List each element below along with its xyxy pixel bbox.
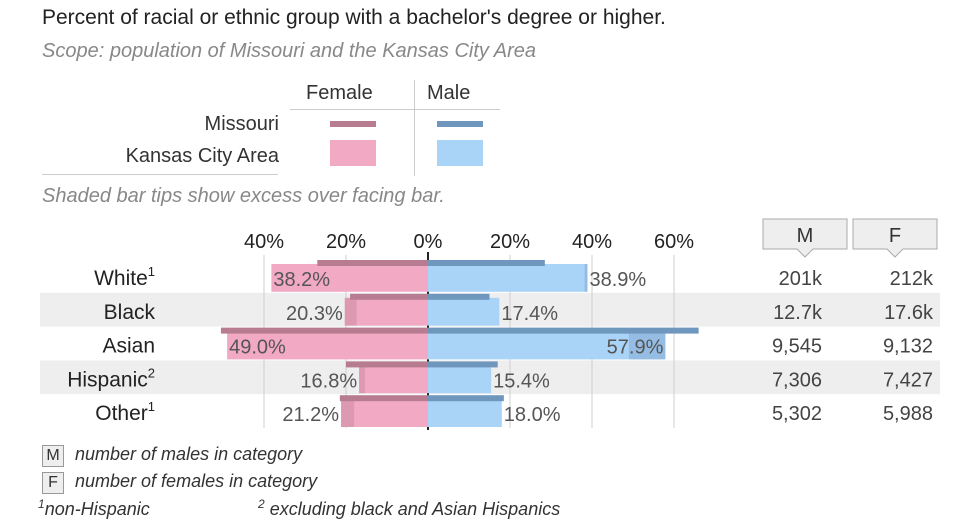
legend-swatch-female-kc: [330, 140, 376, 166]
category-label: White1: [94, 264, 155, 290]
bar-male-missouri: [428, 260, 545, 266]
bar-male-missouri: [428, 395, 504, 402]
count-male: 12.7k: [773, 302, 823, 324]
footnote-m-text: number of males in category: [75, 444, 303, 464]
bar-male-missouri: [428, 293, 490, 300]
legend-divider-left: [42, 174, 278, 175]
legend-swatch-female-missouri: [330, 121, 376, 127]
bar-female-kc: [227, 331, 428, 360]
bar-male-kc: [428, 297, 500, 326]
bar-male-excess: [628, 331, 666, 360]
labels: 40% 20% 20% 40% 60% 0% 38.2% 38.9% White1 201k 212…: [67, 218, 938, 426]
count-male: 7,306: [772, 369, 822, 391]
count-header-box: [852, 218, 938, 258]
count-female: 17.6k: [884, 302, 934, 324]
footnote-1: 1non-Hispanic: [38, 497, 150, 520]
bars: [220, 260, 699, 427]
key-m-box: M: [42, 445, 64, 467]
data-label-female: 16.8%: [300, 370, 357, 392]
count-male: 5,302: [772, 403, 822, 425]
legend-row-missouri: Missouri: [204, 113, 279, 135]
chart-hint: Shaded bar tips show excess over facing …: [42, 185, 445, 207]
category-label: Other1: [95, 399, 155, 425]
x-tick-label: 60%: [654, 231, 694, 253]
data-label-male: 15.4%: [493, 370, 550, 392]
bar-male-kc: [428, 399, 502, 427]
data-label-male: 18.0%: [504, 404, 561, 426]
legend-column-divider: [414, 80, 415, 176]
category-label: Black: [104, 301, 156, 324]
count-female: 9,132: [883, 336, 933, 358]
bar-female-missouri: [350, 293, 428, 300]
bar-male-kc: [428, 331, 666, 360]
footnote-m: M number of males in category: [42, 444, 302, 467]
bar-female-excess: [341, 399, 355, 427]
data-label-female: 38.2%: [273, 269, 330, 291]
data-label-male: 17.4%: [501, 303, 558, 325]
footnote-1-sup: 1: [38, 497, 45, 511]
bar-female-kc: [271, 264, 428, 292]
legend-swatch-male-missouri: [437, 121, 483, 127]
bar-male-missouri: [428, 327, 699, 334]
bar-male-kc: [428, 365, 492, 394]
bar-female-missouri: [346, 361, 428, 368]
count-female: 212k: [890, 268, 934, 290]
data-label-female: 21.2%: [282, 404, 339, 426]
x-tick-label: 20%: [490, 231, 530, 253]
count-female: 5,988: [883, 403, 933, 425]
count-male: 9,545: [772, 336, 822, 358]
bar-male-kc: [428, 264, 588, 292]
legend-row-kc: Kansas City Area: [125, 145, 279, 167]
bar-female-excess: [359, 365, 365, 394]
chart-subtitle: Scope: population of Missouri and the Ka…: [42, 40, 536, 62]
footnote-2-text: excluding black and Asian Hispanics: [269, 499, 561, 519]
legend-swatch-male-kc: [437, 140, 483, 166]
x-tick-label-zero: 0%: [414, 231, 443, 253]
count-male: 201k: [779, 268, 823, 290]
legend-divider: [290, 109, 500, 110]
bar-female-excess: [344, 297, 357, 326]
count-header-box: [762, 218, 848, 258]
bar-female-missouri: [317, 260, 428, 266]
footnote-f-text: number of females in category: [75, 471, 318, 491]
bar-female-kc: [359, 365, 428, 394]
footnote-1-text: non-Hispanic: [44, 499, 150, 519]
data-label-male: 57.9%: [607, 337, 664, 359]
category-label: Hispanic2: [67, 365, 155, 391]
x-tick-label: 40%: [244, 231, 284, 253]
bar-female-kc: [341, 399, 428, 427]
count-female: 7,427: [883, 369, 933, 391]
x-tick-label: 40%: [572, 231, 612, 253]
x-tick-label: 20%: [326, 231, 366, 253]
legend-female-header: Female: [306, 82, 373, 104]
data-label-male: 38.9%: [589, 269, 646, 291]
footnote-2-sup: 2: [258, 497, 265, 511]
bar-male-excess: [584, 264, 588, 292]
count-header-label: F: [889, 225, 901, 247]
key-f-box: F: [42, 472, 64, 494]
data-label-female: 49.0%: [229, 337, 286, 359]
bar-female-kc: [344, 297, 428, 326]
data-label-female: 20.3%: [286, 303, 343, 325]
chart-title: Percent of racial or ethnic group with a…: [42, 6, 666, 29]
footnote-f: F number of females in category: [42, 471, 317, 494]
footnote-2: 2 excluding black and Asian Hispanics: [258, 497, 560, 520]
bar-female-missouri: [339, 395, 428, 402]
category-label: Asian: [102, 335, 155, 358]
legend-male-header: Male: [427, 82, 471, 104]
bar-male-missouri: [428, 361, 498, 368]
bar-female-missouri: [220, 327, 428, 334]
count-header-label: M: [797, 225, 814, 247]
